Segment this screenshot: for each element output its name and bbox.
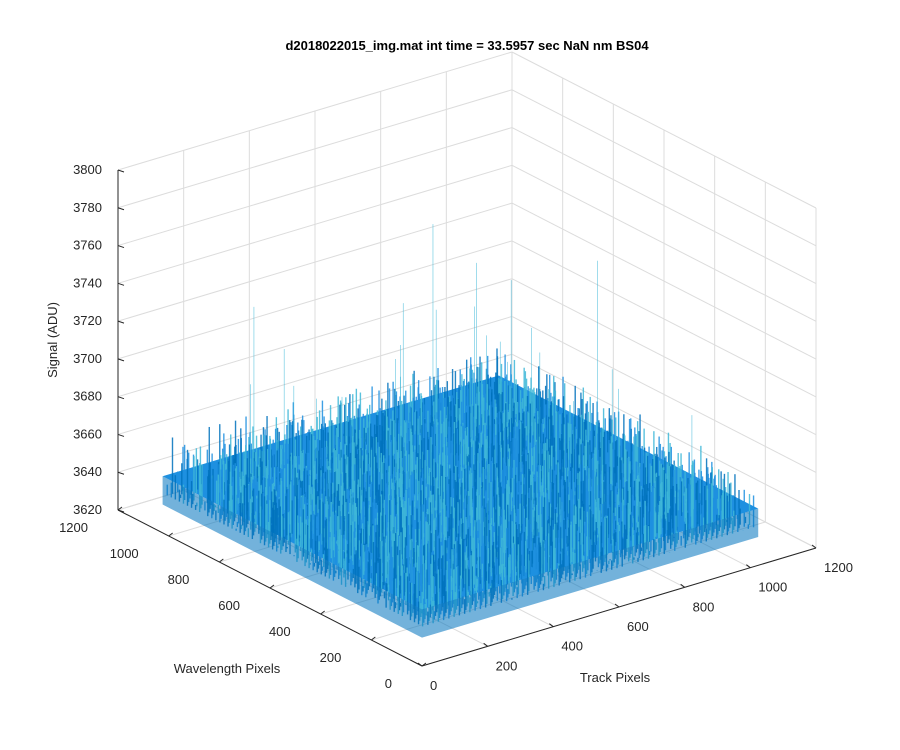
x-tick-mark [417, 662, 423, 667]
y-axis-label: Wavelength Pixels [174, 661, 281, 676]
z-tick-label: 3700 [73, 351, 102, 366]
z-tick-mark [117, 358, 125, 362]
tick-labels: 0 200 400 600 800 1000 1200 0 200 400 600 800 1000 12… [59, 162, 853, 693]
x-tick-label: 800 [693, 599, 715, 614]
gridline [511, 127, 817, 285]
y-tick-label: 0 [385, 676, 392, 691]
z-tick-label: 3620 [73, 502, 102, 517]
x-tick-label: 1200 [824, 560, 853, 575]
gridline [117, 89, 513, 209]
y-tick-label: 1000 [110, 546, 139, 561]
gridline [117, 315, 513, 435]
y-tick-label: 200 [320, 650, 342, 665]
surface-side [422, 508, 759, 638]
y-tick-mark [269, 584, 275, 589]
y-tick-label: 800 [168, 572, 190, 587]
y-tick-label: 1200 [59, 520, 88, 535]
y-tick-mark [421, 662, 427, 667]
x-axis-label: Track Pixels [580, 670, 651, 685]
x-tick-label: 400 [561, 639, 583, 654]
x-tick-label: 200 [496, 658, 518, 673]
z-tick-mark [117, 396, 125, 400]
x-tick-mark [680, 583, 685, 588]
y-tick-label: 600 [218, 598, 240, 613]
y-tick-mark [371, 636, 376, 641]
axis-layer [117, 169, 817, 667]
gridline [511, 164, 817, 322]
x-tick-mark [746, 564, 751, 569]
gridline [511, 202, 817, 360]
z-tick-label: 3740 [73, 275, 102, 290]
y-tick-mark [117, 506, 123, 511]
gridline [511, 240, 817, 398]
z-tick-mark [117, 245, 125, 249]
z-tick-mark [117, 282, 125, 286]
y-tick-mark [219, 558, 224, 563]
gridline [117, 127, 513, 247]
surface-layer [162, 224, 759, 638]
z-tick-label: 3800 [73, 162, 102, 177]
x-tick-label: 1000 [758, 580, 787, 595]
surface-side [162, 476, 422, 638]
z-tick-mark [117, 207, 125, 211]
z-tick-label: 3760 [73, 238, 102, 253]
y-tick-mark [320, 610, 325, 615]
z-tick-label: 3720 [73, 313, 102, 328]
gridline [511, 315, 817, 473]
z-tick-mark [117, 433, 125, 437]
gridline [511, 51, 817, 209]
gridline [117, 240, 513, 360]
gridline [117, 164, 513, 284]
z-tick-mark [117, 169, 125, 173]
y-tick-label: 400 [269, 624, 291, 639]
z-tick-label: 3660 [73, 426, 102, 441]
x-tick-mark [483, 642, 488, 647]
z-tick-mark [117, 471, 125, 475]
z-axis-label: Signal (ADU) [45, 302, 60, 378]
gridline [117, 51, 513, 171]
x-tick-mark [614, 603, 620, 608]
gridline [117, 278, 513, 398]
z-tick-label: 3640 [73, 464, 102, 479]
x-tick-label: 600 [627, 619, 649, 634]
chart-title: d2018022015_img.mat int time = 33.5957 s… [285, 38, 649, 53]
y-tick-mark [168, 532, 173, 537]
z-tick-label: 3680 [73, 389, 102, 404]
gridline [511, 278, 817, 436]
x-tick-label: 0 [430, 678, 437, 693]
z-tick-label: 3780 [73, 200, 102, 215]
x-tick-mark [549, 623, 554, 628]
z-tick-mark [117, 509, 125, 513]
z-tick-mark [117, 320, 125, 324]
gridline [117, 202, 513, 322]
x-tick-mark [811, 544, 817, 549]
gridline [511, 89, 817, 247]
